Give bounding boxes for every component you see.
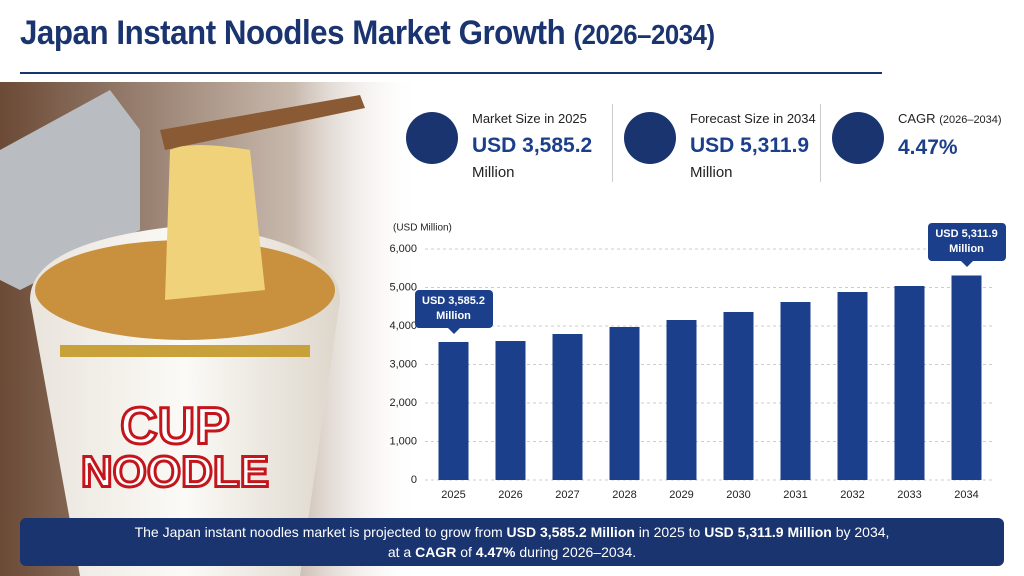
footer-text: 4.47%	[475, 544, 516, 560]
kpi-sublabel: (2026–2034)	[939, 114, 1002, 126]
title-text: Japan Instant Noodles Market Growth	[20, 14, 566, 52]
x-tick-label: 2033	[897, 489, 921, 501]
x-tick-label: 2034	[954, 489, 978, 501]
bar	[438, 341, 469, 480]
divider	[820, 104, 821, 182]
title: Japan Instant Noodles Market Growth (202…	[20, 14, 715, 53]
footer-text: of	[456, 544, 476, 560]
kpi-label: Forecast Size in 2034	[690, 111, 816, 126]
footer-text: The Japan instant noodles market is proj…	[134, 524, 507, 540]
y-tick-label: 5,000	[389, 281, 417, 293]
x-tick-label: 2025	[441, 489, 465, 501]
title-suffix: (2026–2034)	[573, 19, 716, 50]
y-tick-label: 0	[411, 474, 417, 486]
y-tick-label: 4,000	[389, 320, 417, 332]
title-rule	[20, 72, 882, 74]
footer-text: USD 3,585.2 Million	[506, 524, 635, 540]
kpi-icon	[624, 112, 676, 164]
y-tick-label: 6,000	[389, 243, 417, 255]
kpi-icon	[406, 112, 458, 164]
x-tick-label: 2028	[612, 489, 636, 501]
bar	[723, 311, 754, 480]
footer-line: at a CAGR of 4.47% during 2026–2034.	[20, 542, 1004, 562]
footer-text: during 2026–2034.	[515, 544, 637, 560]
bar	[495, 341, 526, 480]
footer-line: The Japan instant noodles market is proj…	[20, 522, 1004, 542]
footer: The Japan instant noodles market is proj…	[20, 518, 1004, 566]
footer-text: in 2025 to	[634, 524, 705, 540]
kpi-value: 4.47%	[898, 136, 958, 159]
kpi-value: USD 5,311.9	[690, 134, 810, 157]
footer-text: USD 5,311.9 Million	[704, 524, 832, 540]
x-tick-label: 2027	[555, 489, 579, 501]
kpi-label: Market Size in 2025	[472, 111, 587, 126]
bar	[666, 319, 697, 480]
kpi-icon	[832, 112, 884, 164]
value-callout: USD 3,585.2 Million	[414, 289, 493, 334]
bar	[837, 292, 868, 480]
divider	[612, 104, 613, 182]
photo: CUP NOODLE	[0, 82, 420, 576]
x-tick-label: 2030	[726, 489, 750, 501]
y-tick-label: 3,000	[389, 358, 417, 370]
value-callout: USD 5,311.9 Million	[927, 223, 1006, 268]
y-tick-label: 1,000	[389, 435, 417, 447]
x-tick-label: 2026	[498, 489, 522, 501]
footer-text: by 2034,	[831, 524, 890, 540]
footer-text: CAGR	[415, 544, 457, 560]
x-tick-label: 2032	[840, 489, 864, 501]
kpi-unit: Million	[690, 164, 733, 181]
bar	[951, 275, 982, 480]
cup-text: NOODLE	[81, 448, 269, 497]
chart: 0 1,000 2,000 3,000 4,000 5,000 6,000 2025 2026 2…	[389, 243, 995, 501]
bar	[780, 302, 811, 480]
y-axis-label: (USD Million)	[393, 223, 452, 234]
kpi-label: CAGR (2026–2034)	[898, 111, 1002, 126]
y-tick-label: 2,000	[389, 397, 417, 409]
kpi-value: USD 3,585.2	[472, 134, 593, 157]
kpi-label-text: CAGR	[898, 111, 936, 126]
x-tick-label: 2029	[669, 489, 693, 501]
kpi-unit: Million	[472, 164, 515, 181]
bar	[552, 334, 583, 480]
x-tick-label: 2031	[783, 489, 807, 501]
cup-text: CUP	[120, 398, 230, 456]
footer-text: at a	[387, 544, 416, 560]
bar	[609, 327, 640, 480]
bar	[894, 285, 925, 480]
